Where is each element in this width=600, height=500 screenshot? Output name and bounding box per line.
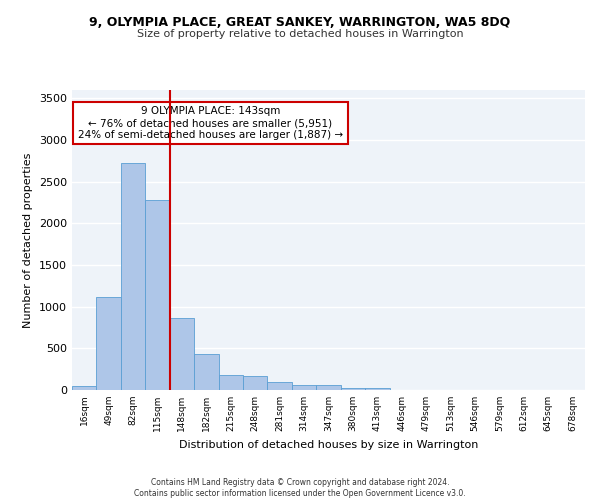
X-axis label: Distribution of detached houses by size in Warrington: Distribution of detached houses by size … — [179, 440, 478, 450]
Bar — [316, 386, 341, 390]
Text: Size of property relative to detached houses in Warrington: Size of property relative to detached ho… — [137, 29, 463, 39]
Y-axis label: Number of detached properties: Number of detached properties — [23, 152, 34, 328]
Bar — [341, 388, 365, 390]
Bar — [365, 388, 389, 390]
Text: 9 OLYMPIA PLACE: 143sqm
← 76% of detached houses are smaller (5,951)
24% of semi: 9 OLYMPIA PLACE: 143sqm ← 76% of detache… — [78, 106, 343, 140]
Bar — [243, 376, 268, 390]
Bar — [72, 386, 97, 390]
Bar — [121, 162, 145, 390]
Bar — [194, 354, 218, 390]
Bar — [170, 318, 194, 390]
Bar — [145, 200, 170, 390]
Text: 9, OLYMPIA PLACE, GREAT SANKEY, WARRINGTON, WA5 8DQ: 9, OLYMPIA PLACE, GREAT SANKEY, WARRINGT… — [89, 16, 511, 29]
Text: Contains HM Land Registry data © Crown copyright and database right 2024.
Contai: Contains HM Land Registry data © Crown c… — [134, 478, 466, 498]
Bar — [292, 384, 316, 390]
Bar — [218, 376, 243, 390]
Bar — [97, 296, 121, 390]
Bar — [268, 382, 292, 390]
